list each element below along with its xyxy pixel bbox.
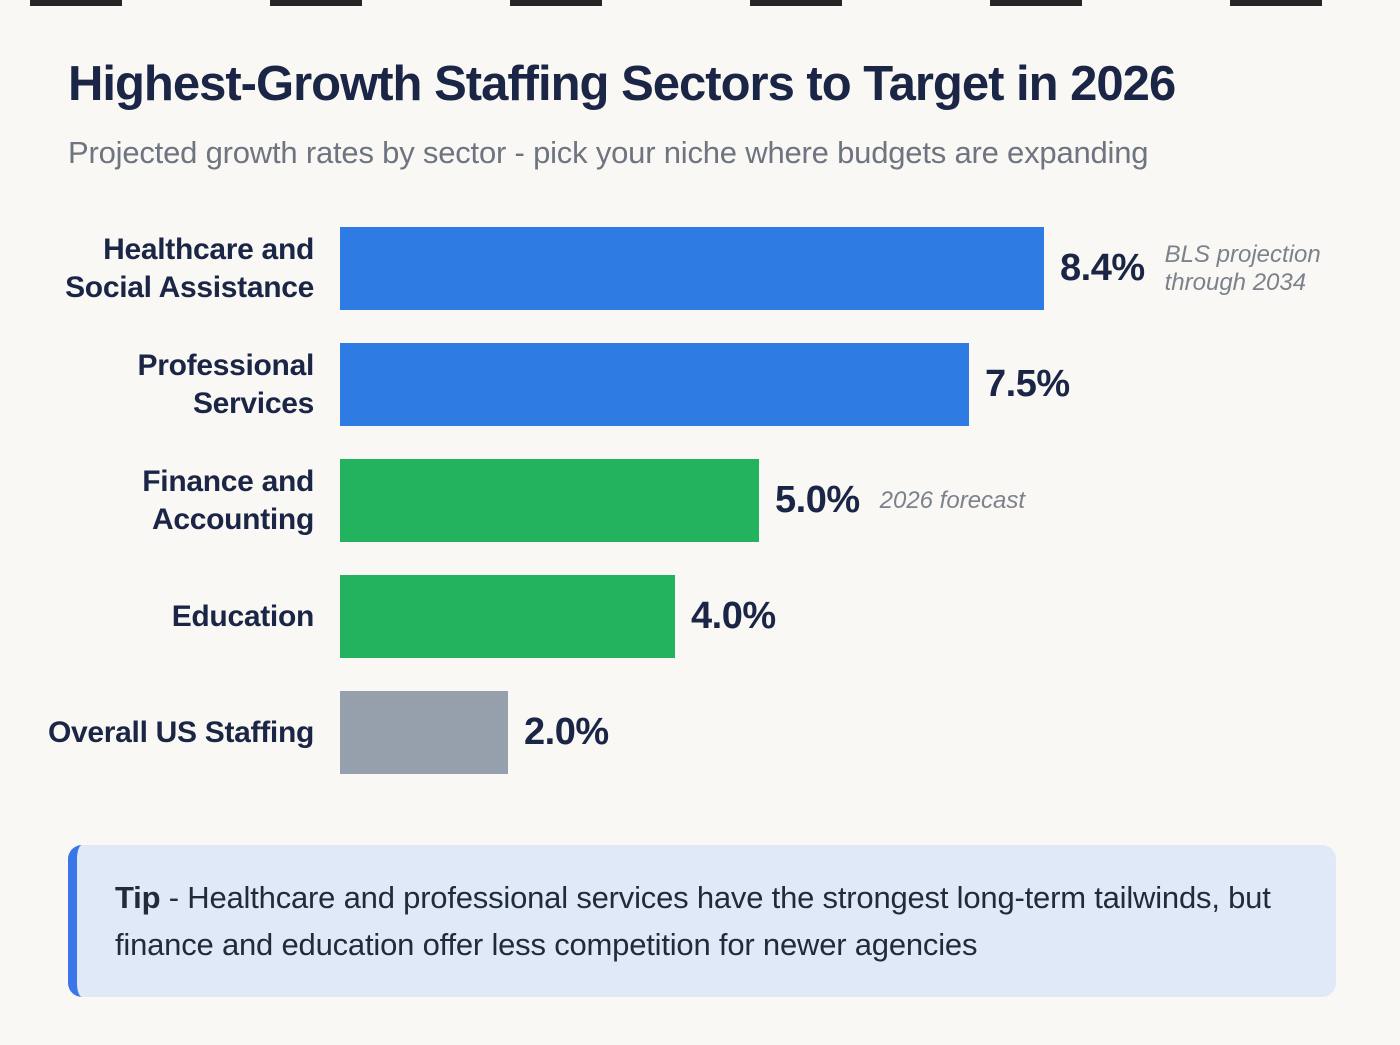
value-label: 5.0%	[775, 479, 860, 522]
category-label: Education	[171, 599, 315, 633]
value-label: 8.4%	[1060, 247, 1145, 290]
category-label: Overall US Staffing	[47, 715, 314, 749]
value-label: 2.0%	[524, 711, 609, 754]
tip-label: Tip	[115, 880, 161, 916]
page: Highest-Growth Staffing Sectors to Targe…	[0, 57, 1340, 998]
bar	[340, 227, 1044, 311]
tip-box: Tip - Healthcare and professional servic…	[68, 845, 1336, 998]
value-label: 4.0%	[691, 595, 776, 638]
bar	[340, 343, 969, 427]
bar	[340, 459, 759, 543]
category-label: Professional Services	[137, 348, 315, 420]
chart-row: Professional Services 7.5%	[0, 343, 1340, 427]
page-title: Highest-Growth Staffing Sectors to Targe…	[68, 57, 1176, 111]
bar	[340, 575, 675, 659]
chart-row: Finance and Accounting 5.0% 2026 forecast	[0, 459, 1340, 543]
tip-text: Tip - Healthcare and professional servic…	[115, 874, 1292, 968]
category-label: Healthcare and Social Assistance	[65, 232, 314, 304]
chart-row: Overall US Staffing 2.0%	[0, 691, 1340, 775]
annotation: BLS projection through 2034	[1164, 240, 1321, 296]
bar	[340, 691, 508, 775]
page-subtitle: Projected growth rates by sector - pick …	[68, 134, 1149, 170]
cropped-top-edge-dashes	[0, 0, 1400, 6]
bar-chart: Healthcare and Social Assistance 8.4% BLS p…	[0, 227, 1340, 775]
chart-row: Education 4.0%	[0, 575, 1340, 659]
chart-row: Healthcare and Social Assistance 8.4% BLS p…	[0, 227, 1340, 311]
annotation: 2026 forecast	[879, 486, 1026, 514]
value-label: 7.5%	[985, 363, 1070, 406]
category-label: Finance and Accounting	[142, 464, 314, 536]
tip-body: - Healthcare and professional services h…	[115, 880, 1271, 963]
